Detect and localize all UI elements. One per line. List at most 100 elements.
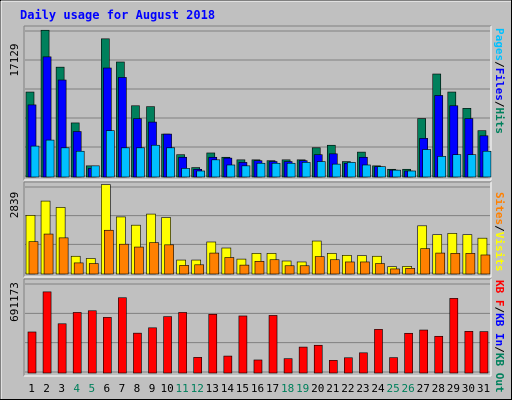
bottom-legend: KB F/KB In/KB Out bbox=[493, 280, 506, 393]
day-label-1: 1 bbox=[28, 382, 35, 395]
kbytes-bar-day-27 bbox=[419, 329, 428, 374]
day-label-4: 4 bbox=[73, 382, 80, 395]
day-label-21: 21 bbox=[326, 382, 339, 395]
x-axis-day-labels: 1 2 3 4 5 6 7 8 9 10 11 12 13 14 15 16 17 18 19 20 21 22 23 24 2… bbox=[28, 382, 490, 395]
sites-bar-day-25 bbox=[390, 268, 400, 275]
day-label-26: 26 bbox=[402, 382, 415, 395]
pages-bar-day-11 bbox=[181, 168, 190, 178]
y-axis-labels: 17129 2839 691173 bbox=[8, 43, 21, 321]
sites-bar-day-1 bbox=[28, 241, 39, 275]
pages-bar-day-20 bbox=[316, 161, 326, 178]
sites-bar-day-8 bbox=[134, 246, 144, 275]
sites-bar-day-26 bbox=[405, 267, 415, 275]
day-label-28: 28 bbox=[432, 382, 445, 395]
day-label-12: 12 bbox=[191, 382, 204, 395]
day-label-16: 16 bbox=[251, 382, 264, 395]
middle-legend-item-2: Visits bbox=[493, 232, 506, 272]
kbytes-bar-day-11 bbox=[178, 312, 187, 374]
day-label-15: 15 bbox=[236, 382, 249, 395]
pages-bar-day-31 bbox=[482, 150, 492, 178]
day-label-17: 17 bbox=[266, 382, 279, 395]
pages-bar-day-22 bbox=[347, 162, 356, 178]
kbytes-bar-day-13 bbox=[208, 313, 218, 374]
pages-bar-day-26 bbox=[407, 170, 416, 178]
kbytes-bar-day-14 bbox=[223, 355, 233, 374]
kbytes-bar-day-26 bbox=[404, 332, 413, 374]
day-label-7: 7 bbox=[119, 382, 126, 395]
sites-bar-day-6 bbox=[104, 229, 114, 275]
kbytes-bar-day-15 bbox=[238, 315, 248, 374]
top-legend: Pages/Files/Hits bbox=[493, 28, 506, 134]
sites-bar-day-4 bbox=[73, 262, 84, 275]
day-label-2: 2 bbox=[43, 382, 50, 395]
kbytes-bar-day-23 bbox=[359, 352, 368, 374]
pages-bar-day-5 bbox=[90, 165, 100, 178]
bottom-legend-item-0: KB F bbox=[493, 280, 506, 307]
day-label-9: 9 bbox=[149, 382, 156, 395]
kbytes-bar-day-10 bbox=[163, 316, 172, 374]
pages-bar-day-7 bbox=[121, 147, 130, 178]
top-legend-item-3: / bbox=[493, 101, 506, 108]
middle-legend-item-1: / bbox=[493, 225, 506, 232]
pages-bar-day-9 bbox=[151, 144, 160, 178]
kbytes-bar-day-9 bbox=[148, 327, 157, 374]
pages-bar-day-16 bbox=[256, 162, 266, 178]
sites-bar-day-24 bbox=[375, 263, 385, 275]
sites-bar-day-17 bbox=[269, 259, 280, 275]
sites-bar-day-2 bbox=[43, 233, 54, 275]
pages-bar-day-30 bbox=[467, 154, 477, 178]
sites-bar-day-3 bbox=[58, 237, 69, 275]
sites-bar-day-12 bbox=[194, 264, 205, 275]
day-label-31: 31 bbox=[477, 382, 490, 395]
kbytes-bar-day-8 bbox=[133, 332, 142, 374]
sites-bar-day-5 bbox=[88, 263, 99, 275]
day-label-19: 19 bbox=[296, 382, 309, 395]
day-label-14: 14 bbox=[221, 382, 235, 395]
kbytes-bar-day-31 bbox=[479, 331, 489, 374]
pages-bar-day-29 bbox=[452, 154, 462, 178]
day-label-25: 25 bbox=[386, 382, 399, 395]
pages-bar-day-6 bbox=[106, 130, 115, 178]
pages-bar-day-21 bbox=[331, 163, 341, 178]
kbytes-bar-day-24 bbox=[374, 329, 383, 374]
kbytes-bar-day-6 bbox=[103, 317, 112, 374]
pages-bar-day-23 bbox=[362, 164, 371, 178]
kbytes-bar-day-16 bbox=[253, 359, 263, 374]
kbytes-bar-day-12 bbox=[193, 357, 203, 374]
pages-bar-day-18 bbox=[286, 162, 296, 178]
pages-bar-day-2 bbox=[45, 139, 55, 178]
middle-legend-item-0: Sites bbox=[493, 192, 506, 225]
day-label-11: 11 bbox=[176, 382, 189, 395]
pages-bar-day-24 bbox=[377, 166, 386, 178]
day-label-23: 23 bbox=[356, 382, 369, 395]
kbytes-bar-day-3 bbox=[57, 323, 67, 374]
sites-bar-day-10 bbox=[164, 244, 174, 275]
sites-bar-day-30 bbox=[465, 253, 476, 275]
sites-bar-day-15 bbox=[239, 264, 250, 275]
day-label-20: 20 bbox=[311, 382, 324, 395]
day-label-27: 27 bbox=[417, 382, 430, 395]
pages-bar-day-17 bbox=[271, 162, 281, 178]
pages-bar-day-15 bbox=[241, 165, 251, 178]
pages-bar-day-28 bbox=[437, 156, 447, 178]
kbytes-bar-day-29 bbox=[449, 298, 459, 374]
pages-bar-day-8 bbox=[136, 147, 145, 178]
sites-bar-day-11 bbox=[179, 265, 189, 275]
top-legend-item-2: Files bbox=[493, 68, 506, 101]
sites-bar-day-27 bbox=[420, 248, 430, 275]
top-legend-item-4: Hits bbox=[493, 108, 506, 135]
kbytes-bar-day-30 bbox=[464, 331, 474, 374]
day-label-6: 6 bbox=[104, 382, 111, 395]
day-label-5: 5 bbox=[88, 382, 95, 395]
pages-bar-day-25 bbox=[392, 169, 401, 178]
day-label-10: 10 bbox=[160, 382, 173, 395]
sites-bar-day-31 bbox=[480, 254, 491, 275]
sites-bar-day-29 bbox=[450, 253, 461, 275]
kbytes-bar-day-1 bbox=[27, 331, 37, 374]
pages-bar-day-13 bbox=[211, 159, 221, 178]
pages-bar-day-10 bbox=[166, 147, 175, 178]
top-legend-item-1: / bbox=[493, 61, 506, 68]
sites-bar-day-18 bbox=[284, 265, 295, 275]
